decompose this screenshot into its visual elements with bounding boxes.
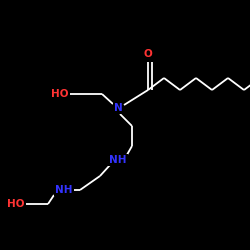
Text: NH: NH	[55, 185, 73, 195]
Text: N: N	[114, 103, 122, 113]
Text: NH: NH	[109, 155, 127, 165]
Text: HO: HO	[7, 199, 25, 209]
Text: O: O	[144, 49, 152, 59]
Text: HO: HO	[51, 89, 69, 99]
